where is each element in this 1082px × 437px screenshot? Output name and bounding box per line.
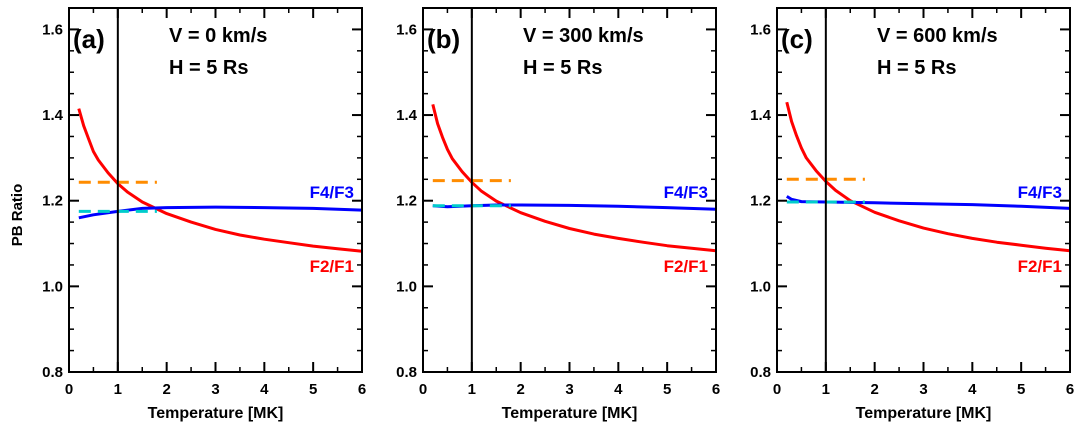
panel-b-label-f4-f3: F4/F3 [664, 183, 708, 202]
panel-b-x-tick-label: 3 [565, 381, 573, 398]
panel-c-x-tick-label: 4 [968, 381, 977, 398]
panel-c-annotation-height: H = 5 Rs [877, 57, 956, 79]
panel-b-y-tick-label: 0.8 [396, 364, 417, 381]
panel-c-annotation-velocity: V = 600 km/s [877, 25, 998, 47]
panel-b-annotation-height: H = 5 Rs [523, 57, 602, 79]
panel-c-label-f2-f1: F2/F1 [1018, 257, 1062, 276]
panel-c-x-tick-label: 5 [1017, 381, 1025, 398]
panel-b-x-tick-label: 4 [614, 381, 623, 398]
panel-a-annotation-height: H = 5 Rs [169, 57, 248, 79]
panel-b-label-f2-f1: F2/F1 [664, 257, 708, 276]
panel-a-x-tick-label: 5 [309, 381, 317, 398]
panel-b-series-f2-f1 [431, 104, 717, 253]
panel-c-y-tick-label: 1.6 [750, 21, 771, 38]
panel-a-annotation-velocity: V = 0 km/s [169, 25, 267, 47]
panel-a-panel-label: (a) [73, 24, 105, 54]
panel-c-series-f2-f1 [785, 101, 1071, 253]
panel-a-y-tick-label: 1.0 [42, 278, 63, 295]
panel-a-x-tick-label: 3 [211, 381, 219, 398]
panel-a-x-tick-label: 4 [260, 381, 269, 398]
panel-b-x-tick-label: 1 [468, 381, 476, 398]
panel-c-label-f4-f3: F4/F3 [1018, 183, 1062, 202]
panel-a-x-axis-label: Temperature [MK] [148, 405, 284, 422]
panel-c-x-tick-label: 1 [822, 381, 830, 398]
panel-c-x-tick-label: 2 [870, 381, 878, 398]
panel-b-panel-label: (b) [427, 24, 460, 54]
panel-c-x-tick-label: 3 [919, 381, 927, 398]
panel-c-x-axis-label: Temperature [MK] [856, 405, 992, 422]
panel-a-y-tick-label: 1.2 [42, 193, 63, 210]
panel-a-y-tick-label: 1.4 [42, 107, 64, 124]
panel-a-x-tick-label: 2 [162, 381, 170, 398]
panel-a-series-f4-f3 [78, 205, 363, 220]
panel-c-x-tick-label: 6 [1066, 381, 1074, 398]
panel-b-y-tick-label: 1.6 [396, 21, 417, 38]
panel-c-y-tick-label: 1.4 [750, 107, 772, 124]
panel-a-x-tick-label: 0 [65, 381, 73, 398]
panel-c-panel-label: (c) [781, 24, 813, 54]
panel-a-x-tick-label: 6 [358, 381, 366, 398]
panel-b-y-tick-label: 1.2 [396, 193, 417, 210]
panel-c-y-tick-label: 1.2 [750, 193, 771, 210]
panel-b-y-tick-label: 1.4 [396, 107, 418, 124]
panel-a-series-f2-f1 [77, 108, 363, 253]
panel-a-x-tick-label: 1 [114, 381, 122, 398]
panel-a-label-f4-f3: F4/F3 [310, 183, 354, 202]
panel-c-y-tick-label: 0.8 [750, 364, 771, 381]
panel-a-y-tick-label: 1.6 [42, 21, 63, 38]
panel-b-x-tick-label: 6 [712, 381, 720, 398]
panel-a-label-f2-f1: F2/F1 [310, 257, 354, 276]
y-axis-label: PB Ratio [9, 184, 26, 247]
panel-b-y-tick-label: 1.0 [396, 278, 417, 295]
panel-a-y-tick-label: 0.8 [42, 364, 63, 381]
panel-c-x-tick-label: 0 [773, 381, 781, 398]
panel-b-x-tick-label: 0 [419, 381, 427, 398]
panel-b-x-tick-label: 2 [516, 381, 524, 398]
panel-b-x-axis-label: Temperature [MK] [502, 405, 638, 422]
panel-c-y-tick-label: 1.0 [750, 278, 771, 295]
panel-b-annotation-velocity: V = 300 km/s [523, 25, 644, 47]
panel-b-x-tick-label: 5 [663, 381, 671, 398]
